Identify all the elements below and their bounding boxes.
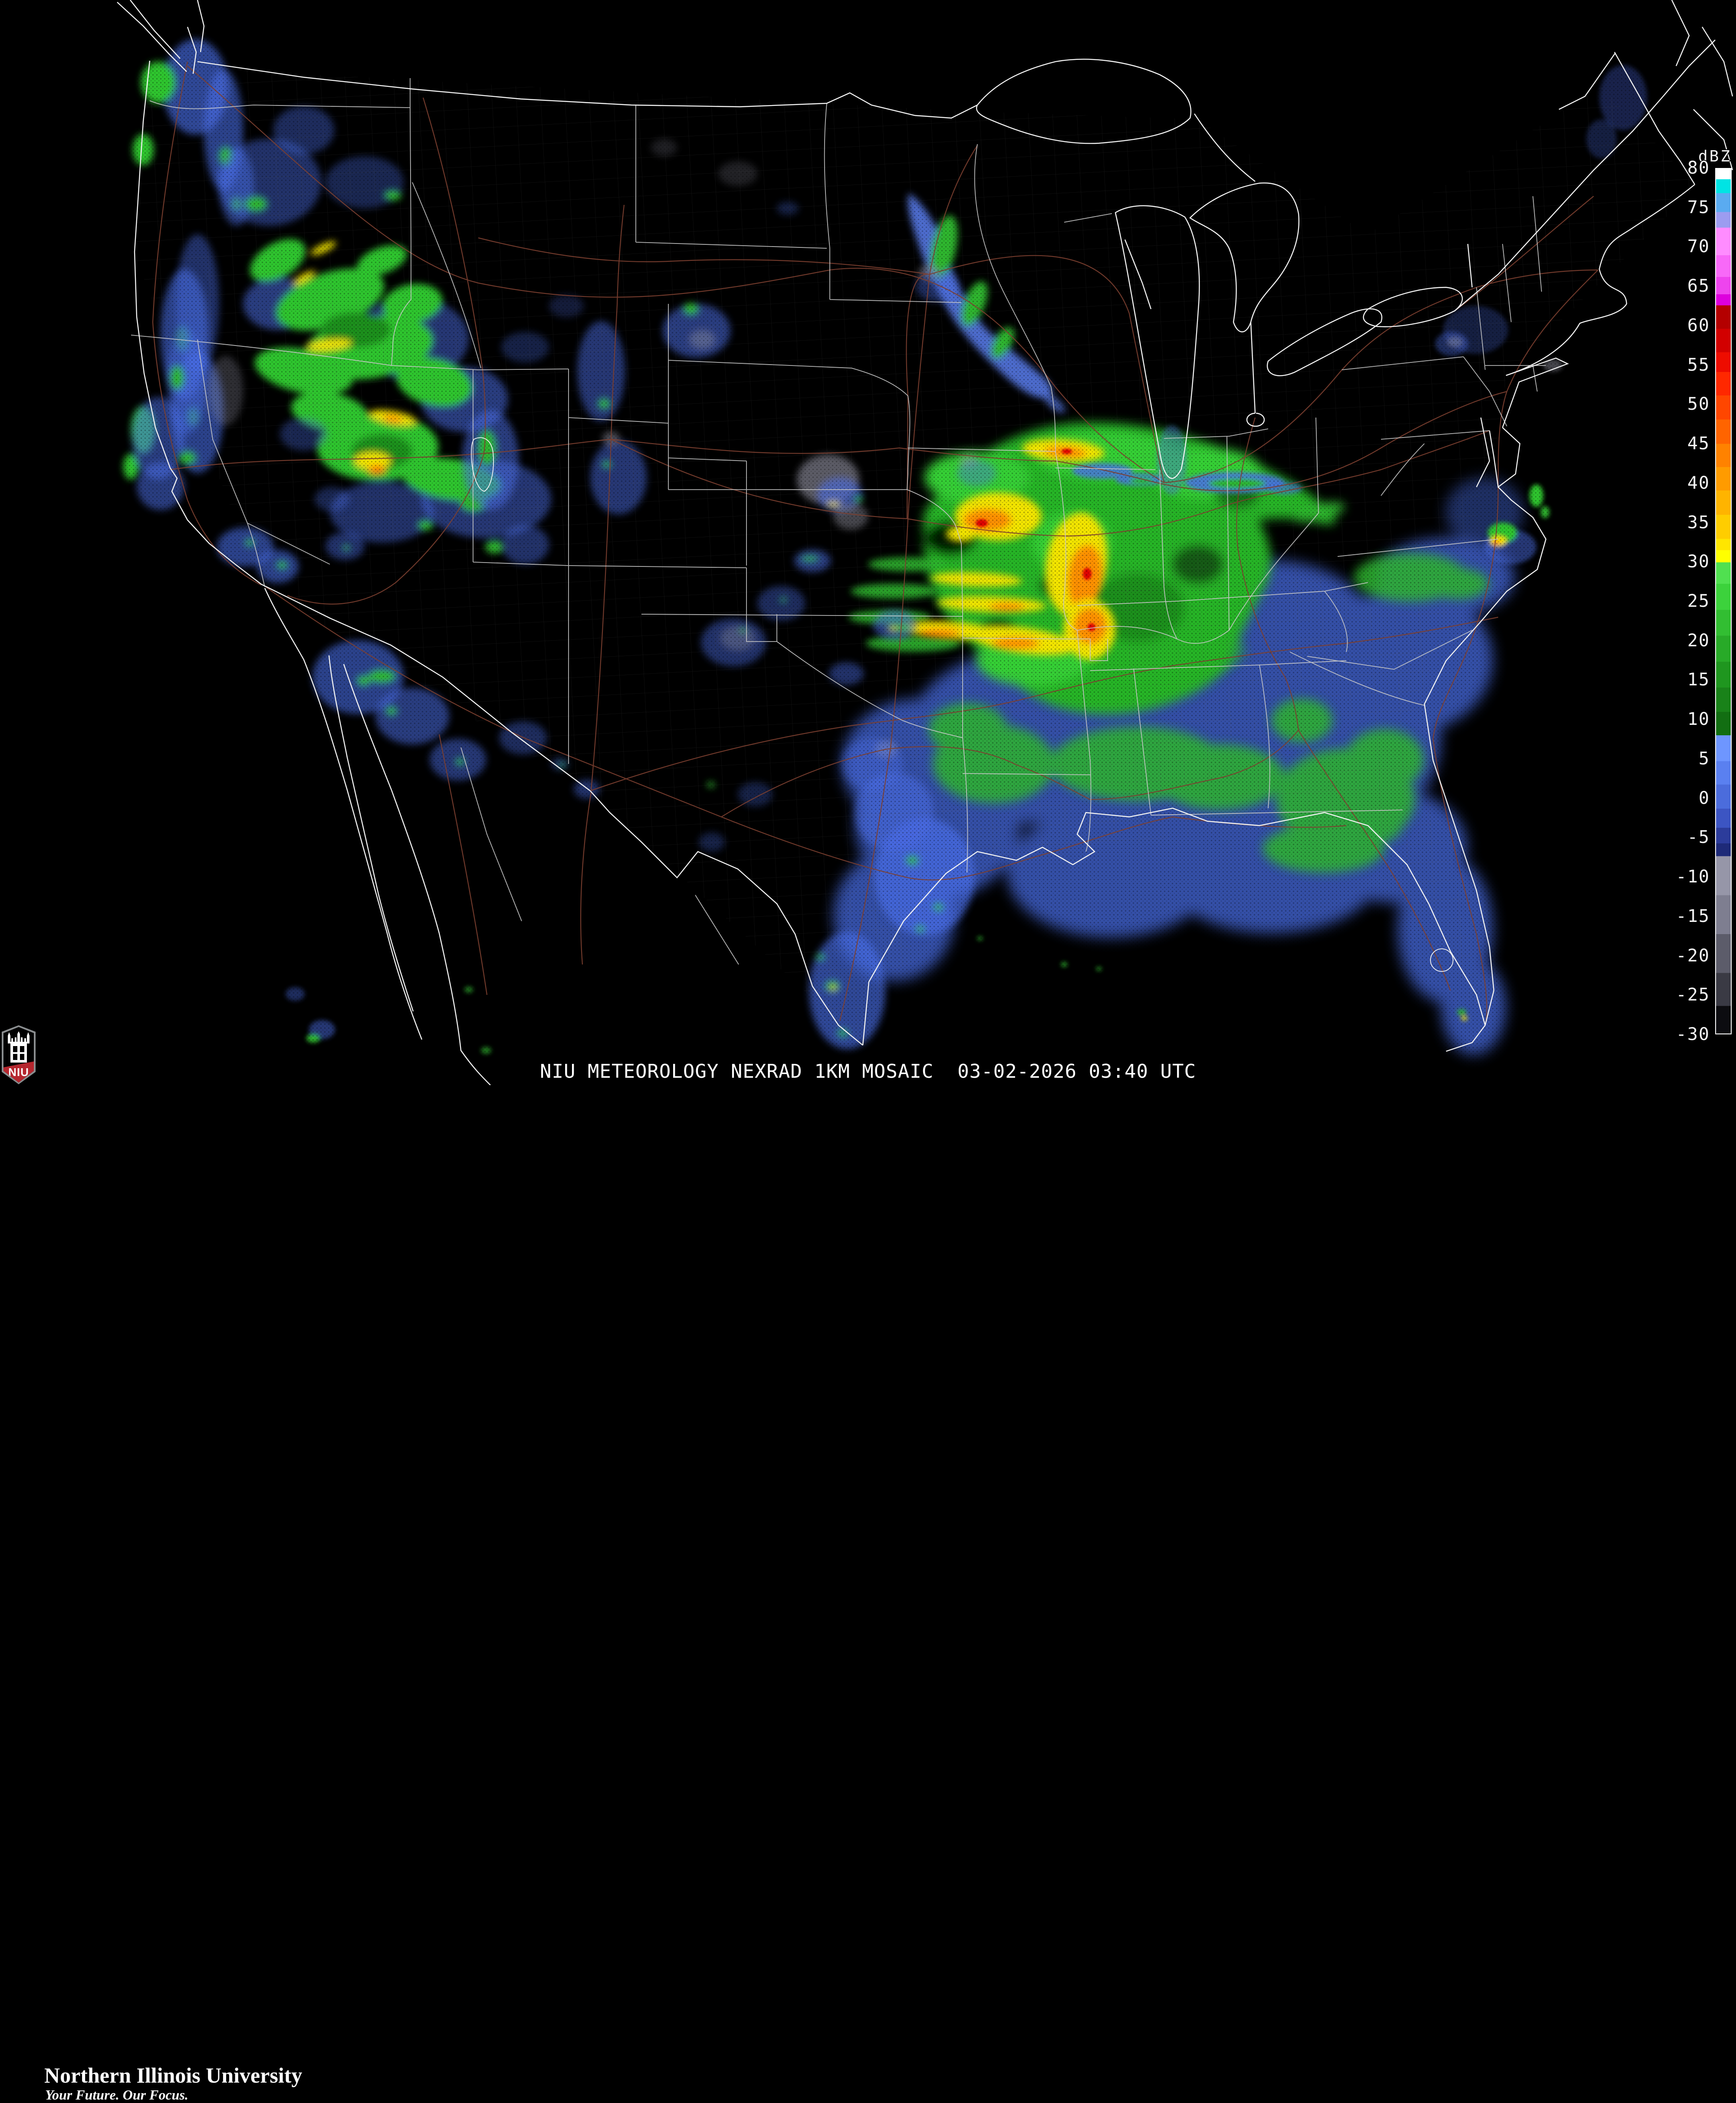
colorbar-tick: 10 xyxy=(1687,709,1710,730)
colorbar-tick: 70 xyxy=(1687,237,1710,257)
colorbar-tick: 40 xyxy=(1687,473,1710,493)
colorbar-unit-label: dBZ xyxy=(1698,148,1732,165)
colorbar-tick: 15 xyxy=(1687,670,1710,690)
colorbar-tick: -25 xyxy=(1676,985,1710,1005)
colorbar-tick: 50 xyxy=(1687,394,1710,415)
state-borders xyxy=(131,78,1546,965)
colorbar-tick: 5 xyxy=(1698,748,1710,769)
university-tagline: Your Future. Our Focus. xyxy=(45,2087,188,2103)
colorbar-tick: 25 xyxy=(1687,591,1710,611)
colorbar-tick: -15 xyxy=(1676,906,1710,926)
colorbar-tick: 55 xyxy=(1687,355,1710,375)
colorbar-tick: 65 xyxy=(1687,276,1710,296)
colorbar-tick: 60 xyxy=(1687,315,1710,336)
university-name: Northern Illinois University xyxy=(44,2063,302,2087)
coastlines xyxy=(117,0,1733,1085)
colorbar-tick-labels: 80 75 70 65 60 55 50 45 40 35 30 25 20 15 10 5 0 -5 -10 -15… xyxy=(1645,158,1710,1044)
radar-map-image xyxy=(0,0,1736,1085)
colorbar-tick: 75 xyxy=(1687,197,1710,217)
colorbar-tick: -10 xyxy=(1676,867,1710,887)
product-caption: NIU METEOROLOGY NEXRAD 1KM MOSAIC 03-02-… xyxy=(540,1060,1196,1083)
castle-icon xyxy=(8,1031,30,1063)
niu-shield-red-band: NIU xyxy=(3,1061,34,1083)
colorbar-tick: -20 xyxy=(1676,945,1710,966)
colorbar-tick: 80 xyxy=(1687,158,1710,178)
niu-logo-block: NIU Northern Illinois University Your Fu… xyxy=(2,1025,436,2103)
niu-shield-icon: NIU xyxy=(2,1025,36,1084)
reflectivity-colorbar xyxy=(1715,168,1732,1034)
highway-lines xyxy=(152,61,1598,1026)
niu-acronym: NIU xyxy=(8,1066,29,1079)
colorbar-tick: 45 xyxy=(1687,434,1710,454)
colorbar-tick: 0 xyxy=(1698,788,1710,808)
colorbar-tick: 35 xyxy=(1687,512,1710,533)
colorbar-tick: -30 xyxy=(1676,1024,1710,1044)
colorbar-tick: -5 xyxy=(1687,827,1710,848)
colorbar-tick: 20 xyxy=(1687,630,1710,651)
colorbar-tick: 30 xyxy=(1687,552,1710,572)
